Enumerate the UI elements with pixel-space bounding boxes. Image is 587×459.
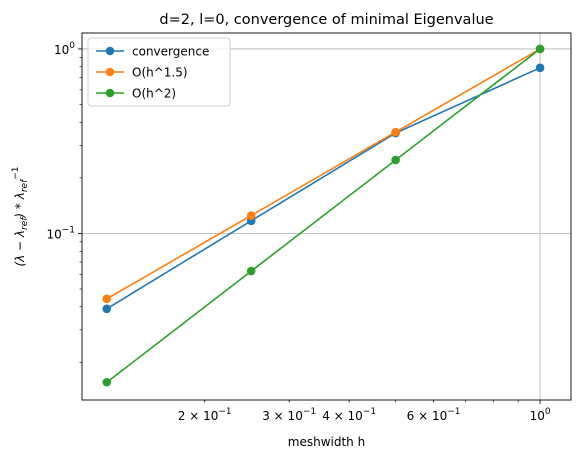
data-point [102,294,112,304]
y-label-sub-ref-2: ref [20,178,30,192]
legend-label: O(h^1.5) [132,66,188,80]
chart-title: d=2, l=0, convergence of minimal Eigenva… [159,12,493,28]
series-line [106,67,541,310]
x-axis-label: meshwidth h [288,435,365,449]
legend-marker [105,46,115,56]
y-tick-label: 100 [54,41,75,57]
y-label-mid: ) * λ [13,192,27,218]
series-line [106,48,541,300]
x-tick-label: 100 [530,407,551,423]
legend-marker [105,88,115,98]
legend-item: O(h^1.5) [96,66,188,80]
y-label-sub-ref: ref [20,216,30,230]
x-tick-label: 3 × 10−1 [262,407,316,423]
legend-box [87,37,231,107]
legend: convergence O(h^1.5) O(h^2) [87,37,231,107]
legend-marker [105,67,115,77]
y-label-exp: −1 [11,166,21,179]
legend-label: O(h^2) [132,87,176,101]
plot-frame [81,32,572,401]
data-point [391,127,400,137]
series-line [106,48,541,383]
data-point [246,211,256,220]
data-point [535,63,545,73]
data-point [102,377,112,387]
legend-label: convergence [132,45,209,59]
data-point [246,266,256,276]
legend-item: O(h^2) [96,87,176,101]
y-axis: 10−1 100 [46,41,82,363]
x-tick-label: 4 × 10−1 [322,407,376,423]
y-axis-label: (λ − λref) * λref−1 [11,166,30,266]
data-point [391,155,400,165]
y-label-lambda: (λ − λ [13,230,27,267]
series-layer [102,44,545,387]
data-point [102,304,112,314]
data-point [535,44,545,54]
x-axis: 2 × 10−1 3 × 10−1 4 × 10−1 6 × 10−1 100 [178,400,551,423]
x-tick-label: 2 × 10−1 [178,407,232,423]
x-tick-label: 6 × 10−1 [407,407,461,423]
y-tick-label: 10−1 [46,225,75,241]
legend-item: convergence [96,45,209,59]
series-2 [102,44,545,387]
